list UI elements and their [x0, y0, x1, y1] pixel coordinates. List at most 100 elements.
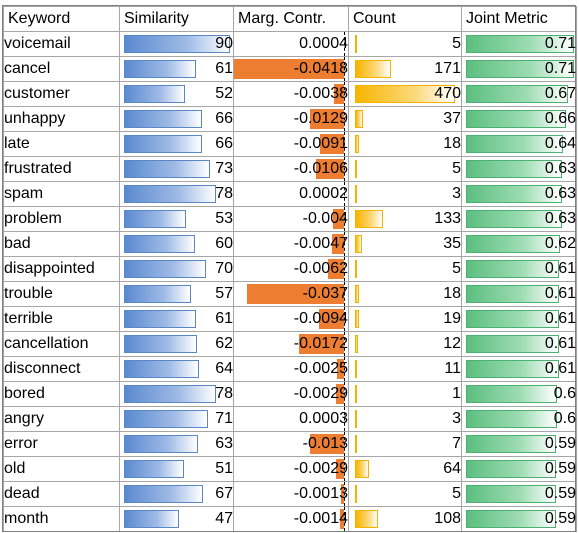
- keyword-cell[interactable]: late: [3, 131, 120, 157]
- joint-metric-cell[interactable]: 0.66: [461, 106, 577, 132]
- joint-metric-cell[interactable]: 0.59: [461, 456, 577, 482]
- marg-contr-cell[interactable]: -0.0062: [233, 256, 349, 282]
- joint-metric-cell[interactable]: 0.59: [461, 481, 577, 507]
- count-cell[interactable]: 12: [348, 331, 462, 357]
- count-cell[interactable]: 171: [348, 56, 462, 82]
- joint-metric-cell[interactable]: 0.71: [461, 31, 577, 57]
- similarity-cell[interactable]: 66: [119, 131, 234, 157]
- keyword-cell[interactable]: unhappy: [3, 106, 120, 132]
- joint-metric-cell[interactable]: 0.67: [461, 81, 577, 107]
- count-cell[interactable]: 5: [348, 481, 462, 507]
- joint-metric-cell[interactable]: 0.59: [461, 506, 577, 532]
- similarity-cell[interactable]: 71: [119, 406, 234, 432]
- count-cell[interactable]: 18: [348, 131, 462, 157]
- similarity-cell[interactable]: 78: [119, 181, 234, 207]
- count-cell[interactable]: 18: [348, 281, 462, 307]
- count-cell[interactable]: 108: [348, 506, 462, 532]
- keyword-cell[interactable]: old: [3, 456, 120, 482]
- marg-contr-cell[interactable]: -0.0029: [233, 456, 349, 482]
- keyword-cell[interactable]: cancellation: [3, 331, 120, 357]
- count-cell[interactable]: 133: [348, 206, 462, 232]
- count-cell[interactable]: 470: [348, 81, 462, 107]
- count-cell[interactable]: 5: [348, 256, 462, 282]
- joint-metric-cell[interactable]: 0.61: [461, 356, 577, 382]
- similarity-cell[interactable]: 51: [119, 456, 234, 482]
- joint-metric-cell[interactable]: 0.59: [461, 431, 577, 457]
- count-cell[interactable]: 1: [348, 381, 462, 407]
- similarity-cell[interactable]: 67: [119, 481, 234, 507]
- count-cell[interactable]: 3: [348, 181, 462, 207]
- marg-contr-cell[interactable]: 0.0003: [233, 406, 349, 432]
- keyword-cell[interactable]: cancel: [3, 56, 120, 82]
- joint-metric-cell[interactable]: 0.71: [461, 56, 577, 82]
- similarity-cell[interactable]: 61: [119, 306, 234, 332]
- marg-contr-cell[interactable]: -0.0091: [233, 131, 349, 157]
- keyword-cell[interactable]: angry: [3, 406, 120, 432]
- header-keyword[interactable]: Keyword: [3, 6, 120, 32]
- count-cell[interactable]: 5: [348, 31, 462, 57]
- header-joint-metric[interactable]: Joint Metric: [461, 6, 577, 32]
- marg-contr-cell[interactable]: 0.0004: [233, 31, 349, 57]
- marg-contr-cell[interactable]: -0.0129: [233, 106, 349, 132]
- keyword-cell[interactable]: voicemail: [3, 31, 120, 57]
- keyword-cell[interactable]: bored: [3, 381, 120, 407]
- joint-metric-cell[interactable]: 0.61: [461, 331, 577, 357]
- count-cell[interactable]: 3: [348, 406, 462, 432]
- header-marg-contr[interactable]: Marg. Contr.: [233, 6, 349, 32]
- joint-metric-cell[interactable]: 0.63: [461, 206, 577, 232]
- marg-contr-cell[interactable]: -0.0094: [233, 306, 349, 332]
- similarity-cell[interactable]: 90: [119, 31, 234, 57]
- marg-contr-cell[interactable]: -0.0014: [233, 506, 349, 532]
- marg-contr-cell[interactable]: -0.013: [233, 431, 349, 457]
- joint-metric-cell[interactable]: 0.62: [461, 231, 577, 257]
- keyword-cell[interactable]: month: [3, 506, 120, 532]
- marg-contr-cell[interactable]: -0.004: [233, 206, 349, 232]
- similarity-cell[interactable]: 64: [119, 356, 234, 382]
- joint-metric-cell[interactable]: 0.6: [461, 406, 577, 432]
- similarity-cell[interactable]: 73: [119, 156, 234, 182]
- marg-contr-cell[interactable]: -0.0106: [233, 156, 349, 182]
- marg-contr-cell[interactable]: -0.0013: [233, 481, 349, 507]
- keyword-cell[interactable]: problem: [3, 206, 120, 232]
- joint-metric-cell[interactable]: 0.6: [461, 381, 577, 407]
- count-cell[interactable]: 11: [348, 356, 462, 382]
- keyword-cell[interactable]: frustrated: [3, 156, 120, 182]
- marg-contr-cell[interactable]: -0.0047: [233, 231, 349, 257]
- keyword-cell[interactable]: spam: [3, 181, 120, 207]
- joint-metric-cell[interactable]: 0.61: [461, 256, 577, 282]
- keyword-cell[interactable]: dead: [3, 481, 120, 507]
- marg-contr-cell[interactable]: 0.0002: [233, 181, 349, 207]
- similarity-cell[interactable]: 53: [119, 206, 234, 232]
- keyword-cell[interactable]: error: [3, 431, 120, 457]
- count-cell[interactable]: 7: [348, 431, 462, 457]
- keyword-cell[interactable]: disconnect: [3, 356, 120, 382]
- marg-contr-cell[interactable]: -0.0418: [233, 56, 349, 82]
- count-cell[interactable]: 37: [348, 106, 462, 132]
- similarity-cell[interactable]: 66: [119, 106, 234, 132]
- count-cell[interactable]: 19: [348, 306, 462, 332]
- marg-contr-cell[interactable]: -0.0038: [233, 81, 349, 107]
- joint-metric-cell[interactable]: 0.61: [461, 281, 577, 307]
- similarity-cell[interactable]: 63: [119, 431, 234, 457]
- count-cell[interactable]: 64: [348, 456, 462, 482]
- marg-contr-cell[interactable]: -0.037: [233, 281, 349, 307]
- marg-contr-cell[interactable]: -0.0025: [233, 356, 349, 382]
- similarity-cell[interactable]: 52: [119, 81, 234, 107]
- joint-metric-cell[interactable]: 0.61: [461, 306, 577, 332]
- keyword-cell[interactable]: disappointed: [3, 256, 120, 282]
- similarity-cell[interactable]: 57: [119, 281, 234, 307]
- keyword-cell[interactable]: customer: [3, 81, 120, 107]
- similarity-cell[interactable]: 62: [119, 331, 234, 357]
- keyword-cell[interactable]: trouble: [3, 281, 120, 307]
- joint-metric-cell[interactable]: 0.64: [461, 131, 577, 157]
- joint-metric-cell[interactable]: 0.63: [461, 181, 577, 207]
- keyword-cell[interactable]: bad: [3, 231, 120, 257]
- count-cell[interactable]: 5: [348, 156, 462, 182]
- header-count[interactable]: Count: [348, 6, 462, 32]
- keyword-cell[interactable]: terrible: [3, 306, 120, 332]
- header-similarity[interactable]: Similarity: [119, 6, 234, 32]
- similarity-cell[interactable]: 61: [119, 56, 234, 82]
- similarity-cell[interactable]: 60: [119, 231, 234, 257]
- marg-contr-cell[interactable]: -0.0029: [233, 381, 349, 407]
- similarity-cell[interactable]: 70: [119, 256, 234, 282]
